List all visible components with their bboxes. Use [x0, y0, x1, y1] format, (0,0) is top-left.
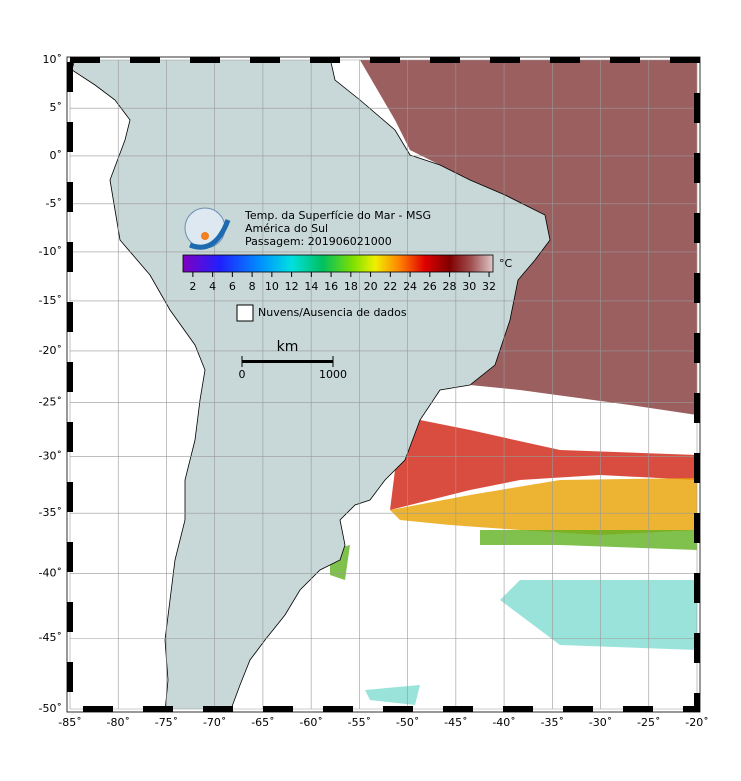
lon-tick-label: -30˚ [589, 716, 612, 729]
colorbar-tick-label: 4 [209, 280, 216, 293]
pass: Passagem: 201906021000 [245, 235, 392, 248]
lat-tick-label: -5˚ [46, 197, 62, 210]
lat-tick-label: -35˚ [39, 506, 62, 519]
lon-tick-label: -25˚ [637, 716, 660, 729]
lon-tick-label: -75˚ [155, 716, 178, 729]
lon-tick-label: -80˚ [106, 716, 129, 729]
graticule [69, 59, 698, 710]
colorbar-tick-label: 14 [304, 280, 318, 293]
lon-tick-label: -45˚ [444, 716, 467, 729]
lat-tick-label: -20˚ [39, 344, 62, 357]
colorbar-tick-label: 26 [423, 280, 437, 293]
legend-label: Nuvens/Ausencia de dados [258, 306, 407, 319]
sst-cold-zone [365, 580, 697, 705]
scale-bar: 0 1000 km [239, 339, 348, 381]
lon-tick-label: -40˚ [492, 716, 515, 729]
colorbar-tick-label: 28 [443, 280, 457, 293]
sst-mid-zone [390, 478, 697, 535]
colorbar-tick-label: 16 [324, 280, 338, 293]
lon-tick-label: -65˚ [251, 716, 274, 729]
inpe-logo [184, 207, 231, 250]
title: Temp. da Superfície do Mar - MSG [244, 209, 431, 222]
colorbar-tick-label: 10 [265, 280, 279, 293]
lat-tick-label: -45˚ [39, 631, 62, 644]
colorbar-tick-label: 32 [482, 280, 496, 293]
sst-cool-zone [330, 530, 697, 580]
frame-dash [67, 57, 700, 712]
scale-bar-line [242, 360, 333, 363]
lon-tick-label: -85˚ [58, 716, 81, 729]
colorbar-tick-label: 18 [344, 280, 358, 293]
colorbar-tick-label: 8 [249, 280, 256, 293]
legend-swatch [236, 304, 254, 322]
lon-tick-label: -20˚ [685, 716, 708, 729]
colorbar: 2 4 6 8 10 12 14 16 18 20 22 24 26 28 30 32°C [182, 254, 513, 293]
lon-tick-label: -60˚ [299, 716, 322, 729]
colorbar-ramp [182, 254, 494, 273]
lat-tick-label: -40˚ [39, 566, 62, 579]
colorbar-tick-label: 2 [189, 280, 196, 293]
lat-tick-label: -30˚ [39, 450, 62, 463]
lon-tick-label: -35˚ [541, 716, 564, 729]
sst-warm-zone [360, 60, 697, 415]
lon-tick-label: -70˚ [203, 716, 226, 729]
colorbar-tick-label: 24 [403, 280, 417, 293]
lat-tick-label: -50˚ [39, 702, 62, 715]
lat-tick-label: 5˚ [50, 101, 63, 114]
scale-bar-label: 1000 [319, 368, 347, 381]
lon-tick-label: -50˚ [396, 716, 419, 729]
colorbar-tick-label: 6 [229, 280, 236, 293]
colorbar-tick-label: 20 [364, 280, 378, 293]
scale-bar-unit: km [277, 339, 299, 355]
lat-tick-label: 10˚ [43, 53, 63, 66]
lat-tick-label: 0˚ [50, 149, 63, 162]
colorbar-tick-label: 30 [462, 280, 476, 293]
lat-tick-label: -15˚ [39, 294, 62, 307]
frame [66, 56, 701, 713]
colorbar-unit: °C [499, 257, 513, 270]
lon-tick-label: -55˚ [348, 716, 371, 729]
colorbar-tick-label: 12 [285, 280, 299, 293]
lat-tick-label: -10˚ [39, 245, 62, 258]
lat-tick-label: -25˚ [39, 396, 62, 409]
region: América do Sul [245, 222, 328, 235]
colorbar-tick-label: 22 [383, 280, 397, 293]
scale-bar-label: 0 [239, 368, 246, 381]
sst-hot-zone [390, 420, 697, 510]
